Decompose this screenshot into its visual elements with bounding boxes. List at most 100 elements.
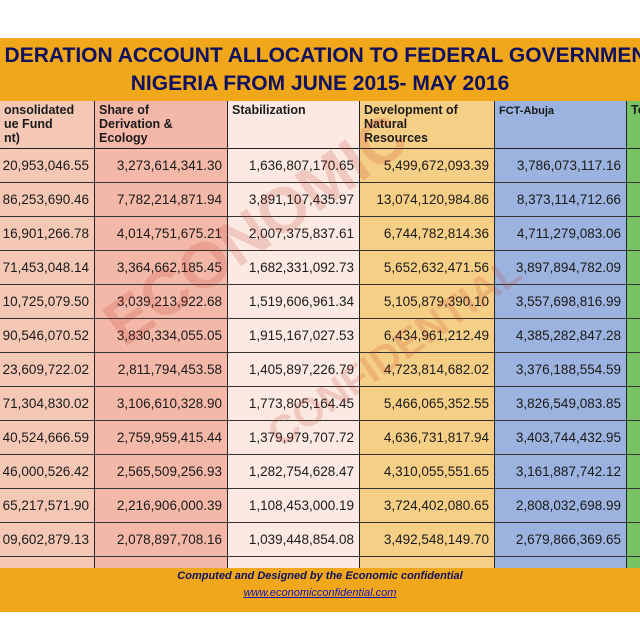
table-cell: 3,403,744,432.95 (495, 421, 627, 455)
table-cell: 71,453,048.14 (0, 251, 95, 285)
table-cell: 1,915,167,027.53 (228, 319, 360, 353)
table-cell: 3,039,213,922.68 (95, 285, 228, 319)
table-cell (627, 421, 640, 455)
table-cell: 1,682,331,092.73 (228, 251, 360, 285)
table-cell: 2,759,959,415.44 (95, 421, 228, 455)
column-divider (494, 101, 495, 568)
table-cell: 6,744,782,814.36 (360, 217, 495, 251)
table-cell: 1,636,807,170.65 (228, 149, 360, 183)
column-header: FCT-Abuja (495, 101, 627, 149)
table-cell: 23,609,722.02 (0, 353, 95, 387)
table-cell: 3,557,698,816.99 (495, 285, 627, 319)
table-cell: 5,499,672,093.39 (360, 149, 495, 183)
column-divider (94, 101, 95, 568)
column-rows: 3,786,073,117.16 8,373,114,712.66 4,711,27… (495, 149, 627, 593)
table-cell: 09,602,879.13 (0, 523, 95, 557)
table-cell: 3,724,402,080.65 (360, 489, 495, 523)
table-cell: 1,282,754,628.47 (228, 455, 360, 489)
column-header: onsolidated ue Fund nt) (0, 101, 95, 149)
column-rows: 1,636,807,170.65 3,891,107,435.97 2,007,37… (228, 149, 360, 593)
table-cell: 46,000,526.42 (0, 455, 95, 489)
table-cell: 3,376,188,554.59 (495, 353, 627, 387)
column-rows: 3,273,614,341.30 7,782,214,871.94 4,014,75… (95, 149, 228, 593)
table-cell: 1,773,805,164.45 (228, 387, 360, 421)
table-cell: 86,253,690.46 (0, 183, 95, 217)
column-3: Development of Natural Resources 5,499,67… (360, 101, 495, 583)
table-cell (627, 251, 640, 285)
table-cell: 1,379,979,707.72 (228, 421, 360, 455)
table-cell (627, 285, 640, 319)
table-cell: 1,519,606,961.34 (228, 285, 360, 319)
table-cell (627, 523, 640, 557)
table-cell: 4,385,282,847.28 (495, 319, 627, 353)
table-cell: 13,074,120,984.86 (360, 183, 495, 217)
table-cell: 3,826,549,083.85 (495, 387, 627, 421)
table-cell (627, 387, 640, 421)
column-rows: 5,499,672,093.39 13,074,120,984.86 6,744,7… (360, 149, 495, 593)
column-header: To (627, 101, 640, 149)
column-header: Stabilization (228, 101, 360, 149)
table-cell (627, 319, 640, 353)
column-1: Share of Derivation & Ecology 3,273,614,3… (95, 101, 228, 583)
table-cell: 6,434,961,212.49 (360, 319, 495, 353)
column-header: Development of Natural Resources (360, 101, 495, 149)
table-cell: 71,304,830.02 (0, 387, 95, 421)
table-cell: 10,725,079.50 (0, 285, 95, 319)
table-cell: 3,492,548,149.70 (360, 523, 495, 557)
table-cell: 1,405,897,226.79 (228, 353, 360, 387)
table-cell: 4,310,055,551.65 (360, 455, 495, 489)
table-cell: 3,161,887,742.12 (495, 455, 627, 489)
table-cell (627, 149, 640, 183)
column-rows: 2 (627, 149, 640, 593)
column-divider (359, 101, 360, 568)
column-2: Stabilization 1,636,807,170.65 3,891,107,4… (228, 101, 360, 583)
column-divider (227, 101, 228, 568)
table-cell (627, 183, 640, 217)
table-cell: 3,891,107,435.97 (228, 183, 360, 217)
table-cell: 16,901,266.78 (0, 217, 95, 251)
table-cell: 2,679,866,369.65 (495, 523, 627, 557)
table-cell: 3,830,334,055.05 (95, 319, 228, 353)
table-cell: 1,108,453,000.19 (228, 489, 360, 523)
table-cell: 90,546,070.52 (0, 319, 95, 353)
footer: Computed and Designed by the Economic co… (0, 568, 640, 612)
table-cell (627, 489, 640, 523)
column-5: To2 (627, 101, 640, 568)
table-cell: 2,811,794,453.58 (95, 353, 228, 387)
table-cell (627, 217, 640, 251)
table-cell: 2,808,032,698.99 (495, 489, 627, 523)
table-cell: 5,466,065,352.55 (360, 387, 495, 421)
column-0: onsolidated ue Fund nt) 20,953,046.55 86,2… (0, 101, 95, 583)
footer-link[interactable]: www.economicconfidential.com (243, 587, 397, 599)
table-cell: 4,014,751,675.21 (95, 217, 228, 251)
table-cell: 8,373,114,712.66 (495, 183, 627, 217)
column-4: FCT-Abuja 3,786,073,117.16 8,373,114,712.6… (495, 101, 627, 583)
table-cell: 3,364,662,185.45 (95, 251, 228, 285)
title-band: DERATION ACCOUNT ALLOCATION TO FEDERAL G… (0, 38, 640, 100)
table-cell: 3,273,614,341.30 (95, 149, 228, 183)
table-cell: 20,953,046.55 (0, 149, 95, 183)
table-cell: 5,652,632,471.56 (360, 251, 495, 285)
table-cell: 7,782,214,871.94 (95, 183, 228, 217)
page-title: DERATION ACCOUNT ALLOCATION TO FEDERAL G… (4, 44, 640, 67)
table-cell: 2,565,509,256.93 (95, 455, 228, 489)
column-divider (626, 101, 627, 568)
allocation-table: onsolidated ue Fund nt) 20,953,046.55 86,2… (0, 101, 640, 583)
table-cell: 3,106,610,328.90 (95, 387, 228, 421)
table-cell: 2,216,906,000.39 (95, 489, 228, 523)
table-cell: 4,711,279,083.06 (495, 217, 627, 251)
table-cell: 5,105,879,390.10 (360, 285, 495, 319)
footer-credit: Computed and Designed by the Economic co… (177, 570, 463, 582)
table-cell: 2,007,375,837.61 (228, 217, 360, 251)
table-cell: 4,636,731,817.94 (360, 421, 495, 455)
table-cell: 40,524,666.59 (0, 421, 95, 455)
table-cell (627, 353, 640, 387)
page-subtitle: NIGERIA FROM JUNE 2015- MAY 2016 (130, 72, 510, 95)
table-cell: 3,786,073,117.16 (495, 149, 627, 183)
table-cell: 1,039,448,854.08 (228, 523, 360, 557)
table-cell: 65,217,571.90 (0, 489, 95, 523)
table-cell (627, 455, 640, 489)
table-cell: 4,723,814,682.02 (360, 353, 495, 387)
table-cell: 2,078,897,708.16 (95, 523, 228, 557)
column-rows: 20,953,046.55 86,253,690.46 16,901,266.78 7… (0, 149, 95, 593)
